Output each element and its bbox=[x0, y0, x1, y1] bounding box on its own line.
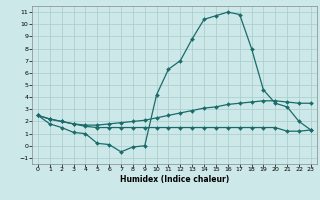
X-axis label: Humidex (Indice chaleur): Humidex (Indice chaleur) bbox=[120, 175, 229, 184]
